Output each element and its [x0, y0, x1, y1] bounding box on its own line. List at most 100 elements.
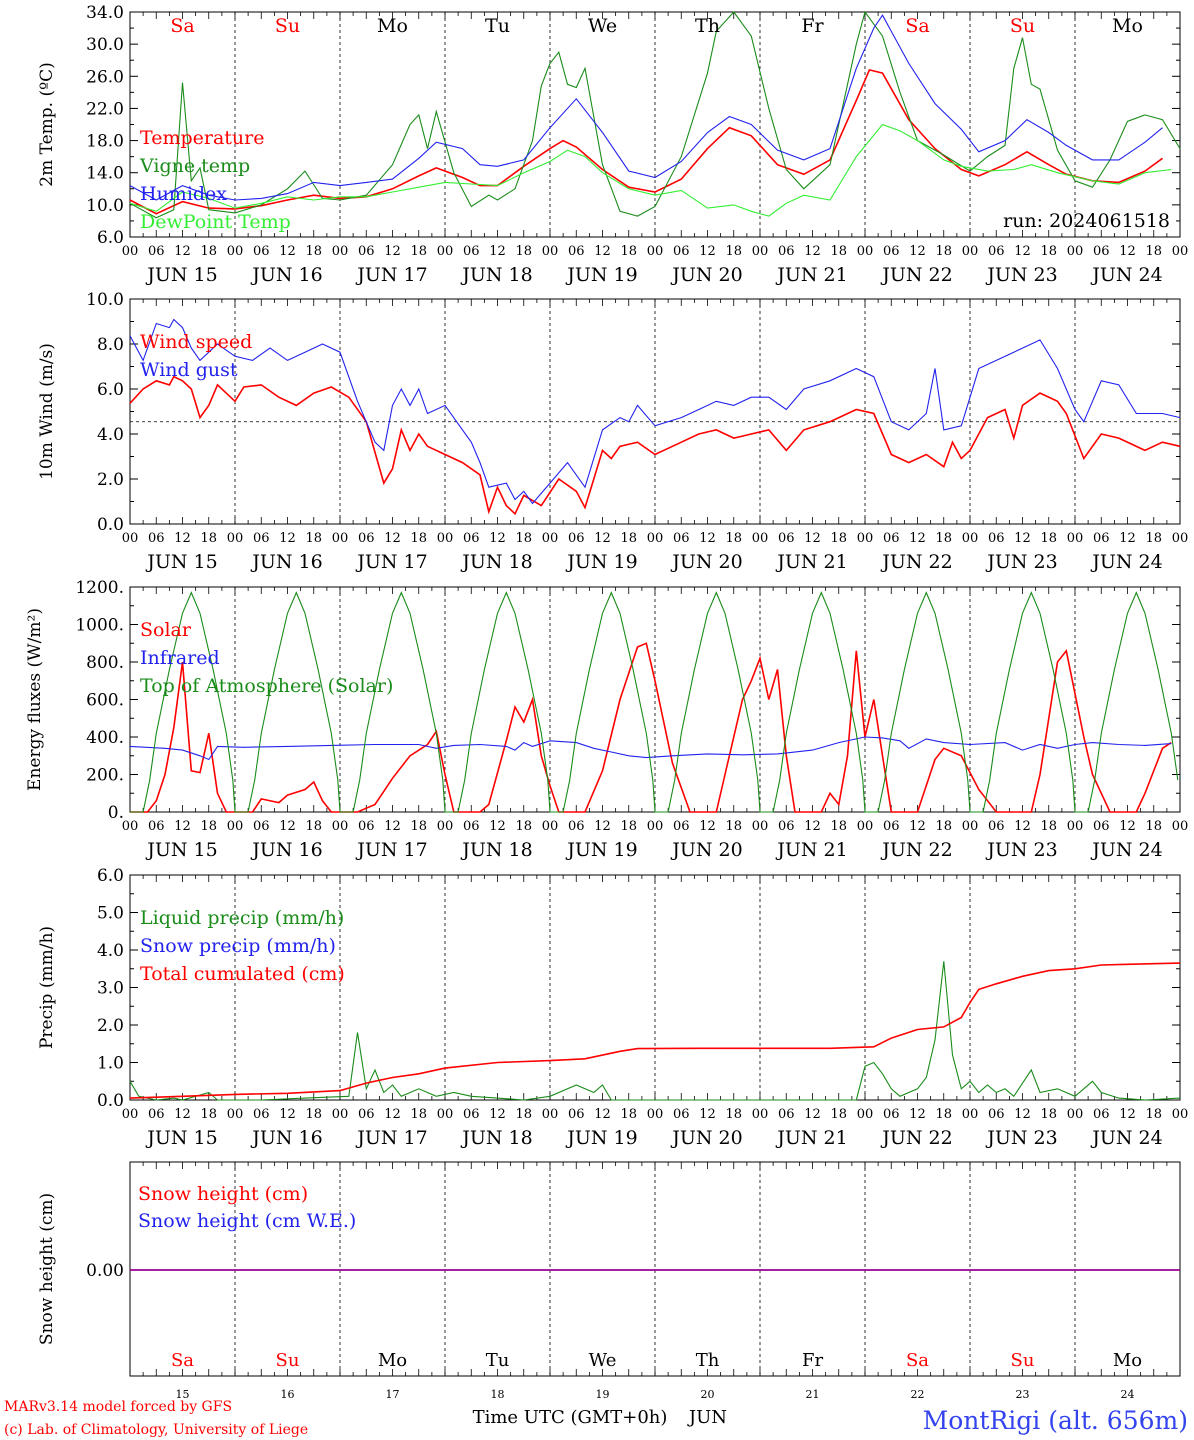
hour-tick-label: 18 [515, 1107, 532, 1122]
hour-tick-label: 06 [778, 1107, 795, 1122]
hour-tick-label: 00 [542, 531, 559, 546]
hour-tick-label: 06 [673, 1107, 690, 1122]
hour-tick-label: 18 [830, 1107, 847, 1122]
date-label: JUN 23 [985, 551, 1057, 573]
y-tick-label: 6.0 [97, 228, 124, 248]
hour-tick-label: 12 [279, 819, 296, 834]
hour-tick-label: 12 [489, 1107, 506, 1122]
hour-tick-label: 06 [253, 819, 270, 834]
hour-tick-label: 12 [804, 1107, 821, 1122]
date-label: JUN 16 [250, 839, 322, 861]
hour-tick-label: 06 [1093, 531, 1110, 546]
hour-tick-label: 12 [594, 819, 611, 834]
hour-tick-label: 12 [804, 819, 821, 834]
hour-tick-label: 06 [568, 1107, 585, 1122]
energy-frame [129, 586, 1181, 813]
hour-tick-label: 00 [227, 244, 244, 259]
hour-tick-label: 18 [1145, 531, 1162, 546]
x-axis-month: JUN [687, 1407, 727, 1428]
hour-tick-label: 06 [778, 244, 795, 259]
date-label: JUN 18 [460, 264, 532, 286]
day-number: 17 [386, 1388, 400, 1401]
hour-tick-label: 18 [200, 244, 217, 259]
date-label: JUN 18 [460, 551, 532, 573]
day-name: Tu [485, 15, 510, 37]
date-label: JUN 23 [985, 839, 1057, 861]
day-name: Tu [486, 1350, 510, 1371]
hour-tick-label: 06 [568, 531, 585, 546]
hour-tick-label: 06 [358, 1107, 375, 1122]
date-label: JUN 21 [775, 551, 847, 573]
day-number: 20 [701, 1388, 715, 1401]
hour-tick-label: 18 [830, 531, 847, 546]
hour-tick-label: 12 [909, 819, 926, 834]
hour-tick-label: 00 [227, 1107, 244, 1122]
hour-tick-label: 18 [1145, 244, 1162, 259]
date-label: JUN 16 [250, 264, 322, 286]
date-label: JUN 18 [460, 1127, 532, 1149]
legend-entry: Snow height (cm) [138, 1183, 308, 1205]
y-axis-label: Precip (mm/h) [37, 926, 57, 1049]
lab-credit: (c) Lab. of Climatology, University of L… [4, 1422, 308, 1438]
date-label: JUN 20 [670, 264, 742, 286]
hour-tick-label: 12 [174, 244, 191, 259]
hour-tick-label: 12 [279, 1107, 296, 1122]
day-name: Mo [1112, 15, 1143, 37]
hour-tick-label: 12 [699, 244, 716, 259]
hour-tick-label: 06 [1093, 244, 1110, 259]
hour-tick-label: 18 [200, 819, 217, 834]
day-name: Sa [905, 15, 929, 37]
hour-tick-label: 00 [542, 1107, 559, 1122]
hour-tick-label: 18 [725, 531, 742, 546]
hour-tick-label: 18 [1040, 819, 1057, 834]
hour-tick-label: 06 [253, 244, 270, 259]
wind-frame [129, 298, 1181, 525]
y-axis-label: 10m Wind (m/s) [37, 343, 57, 480]
hour-tick-label: 00 [962, 531, 979, 546]
y-tick-label: 2.0 [97, 1016, 124, 1036]
hour-tick-label: 06 [988, 819, 1005, 834]
hour-tick-label: 12 [909, 531, 926, 546]
hour-tick-label: 06 [673, 819, 690, 834]
day-name: Su [276, 1350, 300, 1371]
hour-tick-label: 18 [935, 819, 952, 834]
y-axis-label: Energy fluxes (W/m²) [25, 608, 45, 791]
hour-tick-label: 06 [988, 244, 1005, 259]
date-label: JUN 16 [250, 551, 322, 573]
hour-tick-label: 06 [883, 1107, 900, 1122]
hour-tick-label: 00 [332, 1107, 349, 1122]
hour-tick-label: 12 [1014, 244, 1031, 259]
hour-tick-label: 18 [410, 1107, 427, 1122]
hour-tick-label: 00 [122, 244, 139, 259]
hour-tick-label: 18 [1145, 1107, 1162, 1122]
day-number: 19 [596, 1388, 610, 1401]
y-tick-label: 600. [86, 691, 124, 711]
hour-tick-label: 06 [568, 819, 585, 834]
date-label: JUN 15 [145, 839, 217, 861]
date-label: JUN 20 [670, 1127, 742, 1149]
day-number: 22 [911, 1388, 925, 1401]
y-tick-label: 22.0 [86, 99, 124, 119]
y-tick-label: 2.0 [97, 470, 124, 490]
series-wind-speed [129, 375, 1181, 516]
day-number: 23 [1016, 1388, 1030, 1401]
hour-tick-label: 12 [594, 244, 611, 259]
hour-tick-label: 18 [515, 531, 532, 546]
y-tick-label: 4.0 [97, 425, 124, 445]
day-number: 16 [281, 1388, 295, 1401]
hour-tick-label: 12 [489, 819, 506, 834]
hour-tick-label: 12 [1119, 819, 1136, 834]
hour-tick-label: 12 [384, 1107, 401, 1122]
series-total-cumulated-cm- [129, 962, 1181, 1099]
model-credit: MARv3.14 model forced by GFS [4, 1399, 232, 1415]
hour-tick-label: 00 [227, 531, 244, 546]
day-name: Th [695, 15, 720, 37]
legend-entry: Wind gust [140, 359, 238, 381]
hour-tick-label: 00 [1172, 244, 1189, 259]
panel-snow: 0.00 Snow height (cm) Snow height (cm) Snow… [37, 1161, 1181, 1401]
hour-tick-label: 00 [962, 819, 979, 834]
hour-tick-label: 18 [1145, 819, 1162, 834]
y-tick-label: 34.0 [86, 3, 124, 23]
panel-precip: 0.0 1.0 2.0 3.0 4.0 5.0 6.0 Precip (mm/h) Liquid… [37, 866, 1188, 1149]
y-tick-label: 1000. [75, 616, 124, 636]
